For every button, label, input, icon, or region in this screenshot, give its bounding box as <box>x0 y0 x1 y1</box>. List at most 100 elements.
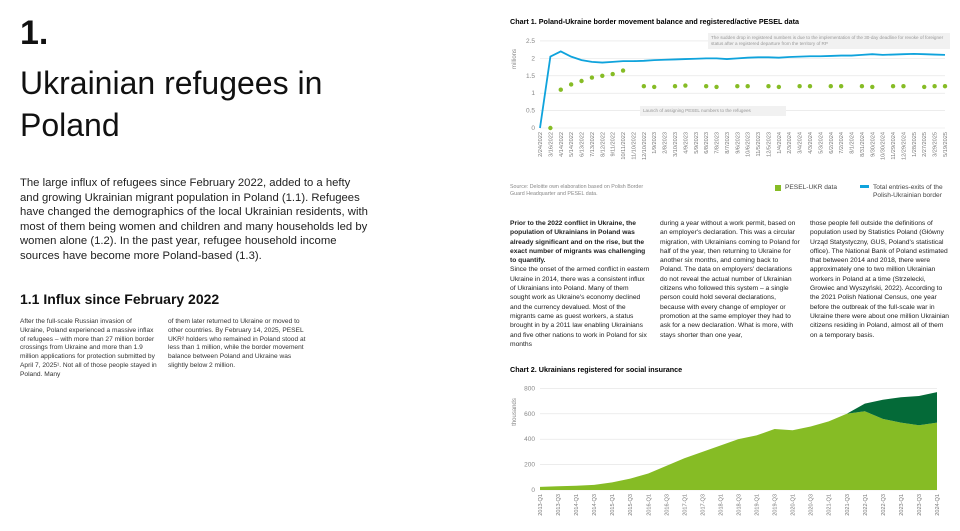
dot <box>735 84 740 89</box>
x-tick-label: 2013-Q3 <box>556 494 562 516</box>
x-tick-label: 5/3/2024 <box>818 132 824 154</box>
y-tick-label: 2.5 <box>526 38 535 45</box>
x-tick-label: 2018-Q1 <box>718 494 724 516</box>
x-tick-label: 2/8/2023 <box>663 132 669 154</box>
legend-label: Total entries-exits of the Polish-Ukrain… <box>873 184 943 199</box>
text-column: After the full-scale Russian invasion of… <box>20 318 157 378</box>
x-tick-label: 5/9/2023 <box>694 132 700 154</box>
x-tick-label: 2020-Q1 <box>791 494 797 516</box>
y-tick-label: 0.5 <box>526 108 535 115</box>
dot <box>683 83 688 88</box>
x-tick-label: 2020-Q3 <box>809 494 815 516</box>
x-tick-label: 10/11/2022 <box>621 132 627 160</box>
x-tick-label: 3/10/2023 <box>673 132 679 157</box>
x-tick-label: 2015-Q1 <box>610 494 616 516</box>
chart-1-svg: Chart 1. Poland-Ukraine border movement … <box>510 17 949 160</box>
annotation: The sudden drop in registered numbers is… <box>708 33 950 49</box>
source-note: Source: Deloitte own elaboration based o… <box>510 184 644 197</box>
x-tick-label: 11/29/2024 <box>891 132 897 160</box>
x-tick-label: 2019-Q3 <box>773 494 779 516</box>
x-tick-label: 2017-Q1 <box>682 494 688 516</box>
dot <box>714 84 719 90</box>
x-tick-label: 2021-Q3 <box>845 494 851 516</box>
x-tick-label: 6/2/2024 <box>829 132 835 154</box>
x-tick-label: 9/6/2023 <box>735 132 741 154</box>
dot <box>610 71 615 77</box>
text-column: Prior to the 2022 conflict in Ukraine, t… <box>510 219 650 349</box>
dot <box>641 84 647 89</box>
legend-item: Total entries-exits of the Polish-Ukrain… <box>860 184 955 200</box>
text-column: during a year without a work permit, bas… <box>660 220 800 339</box>
y-axis-label: millions <box>512 49 518 69</box>
x-tick-label: 3/16/2022 <box>548 132 554 157</box>
x-tick-label: 2/27/2025 <box>922 132 928 157</box>
legend-swatch <box>860 185 869 188</box>
dot <box>672 84 678 89</box>
x-tick-label: 6/8/2023 <box>704 132 710 154</box>
x-tick-label: 12/29/2024 <box>901 132 907 160</box>
y-axis-label: thousands <box>512 398 518 426</box>
dot <box>600 73 605 78</box>
x-tick-label: 4/14/2022 <box>559 132 565 157</box>
x-tick-label: 8/31/2024 <box>860 132 866 157</box>
x-tick-label: 9/11/2022 <box>611 132 617 156</box>
section-number: 1. <box>20 14 49 52</box>
y-tick-label: 2 <box>531 55 535 62</box>
legend-item: PESEL-UKR data <box>775 184 855 192</box>
dot <box>859 84 865 89</box>
x-tick-label: 2015-Q3 <box>628 494 634 516</box>
x-tick-label: 9/30/2024 <box>870 132 876 157</box>
dot <box>703 84 709 89</box>
dot <box>807 84 813 89</box>
x-tick-label: 2023-Q3 <box>917 494 923 516</box>
x-tick-label: 2014-Q3 <box>592 494 598 516</box>
dot <box>766 84 771 89</box>
x-tick-label: 2022-Q3 <box>881 494 887 516</box>
x-tick-label: 3/29/2025 <box>933 132 939 157</box>
y-tick-label: 800 <box>524 385 535 392</box>
legend: PESEL-UKR data Total entries-exits of the… <box>775 184 955 210</box>
y-tick-label: 600 <box>524 411 535 418</box>
dot <box>797 84 802 89</box>
x-tick-label: 10/6/2023 <box>746 132 752 157</box>
dot <box>652 84 657 90</box>
chart-title: Chart 1. Poland-Ukraine border movement … <box>510 17 800 26</box>
chart-2: Chart 2. Ukrainians registered for socia… <box>505 360 955 531</box>
page-title: Ukrainian refugees in Poland <box>20 65 323 143</box>
x-tick-label: 2023-Q1 <box>899 494 905 516</box>
annotation: Launch of assigning PESEL numbers to the… <box>640 106 786 116</box>
y-tick-label: 0 <box>531 487 535 494</box>
dot <box>890 84 896 89</box>
x-tick-label: 2013-Q1 <box>538 494 544 516</box>
x-tick-label: 12/5/2023 <box>766 132 772 157</box>
y-tick-label: 200 <box>524 462 535 469</box>
x-tick-label: 6/13/2022 <box>580 132 586 157</box>
x-tick-label: 2018-Q3 <box>737 494 743 516</box>
x-tick-label: 2019-Q1 <box>755 494 761 516</box>
text-column: of them later returned to Ukraine or mov… <box>168 318 306 369</box>
dot <box>589 75 595 80</box>
x-tick-label: 1/4/2024 <box>777 132 783 154</box>
dot <box>776 84 782 90</box>
dot <box>568 82 574 87</box>
legend-label: PESEL-UKR data <box>785 184 838 191</box>
y-tick-label: 1.5 <box>526 73 535 80</box>
section-heading: 1.1 Influx since February 2022 <box>20 291 220 307</box>
x-tick-label: 4/3/2024 <box>808 132 814 154</box>
x-tick-label: 2016-Q3 <box>664 494 670 516</box>
x-tick-label: 2024-Q1 <box>935 494 941 516</box>
x-tick-label: 8/1/2024 <box>850 132 856 154</box>
x-tick-label: 7/8/2023 <box>715 132 721 154</box>
area <box>846 392 937 426</box>
body-text: Since the onset of the armed conflict in… <box>510 266 650 348</box>
x-tick-label: 2016-Q1 <box>646 494 652 516</box>
x-tick-label: 11/5/2023 <box>756 132 762 156</box>
dot <box>838 84 844 89</box>
lead-text: Prior to the 2022 conflict in Ukraine, t… <box>510 220 646 265</box>
y-tick-label: 1 <box>531 90 535 97</box>
x-tick-label: 8/12/2022 <box>600 132 606 157</box>
x-tick-label: 11/10/2022 <box>631 132 637 160</box>
dot <box>828 84 833 89</box>
x-tick-label: 10/30/2024 <box>881 132 887 160</box>
